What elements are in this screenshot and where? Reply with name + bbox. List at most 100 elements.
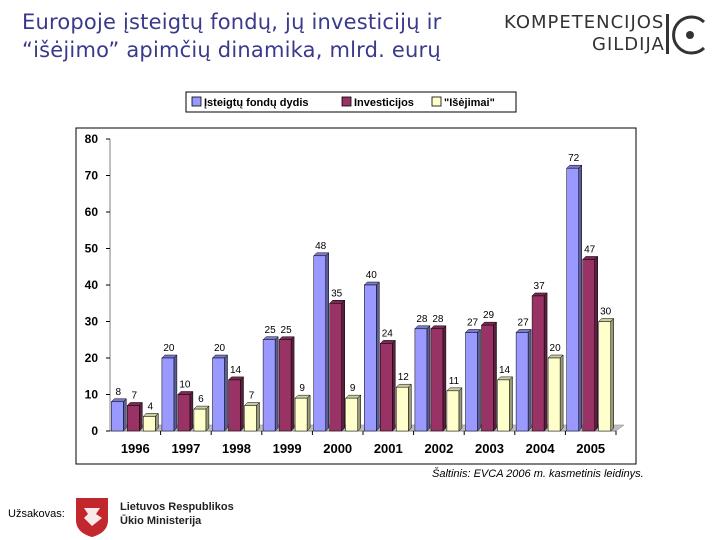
bar-top (211, 354, 229, 359)
x-tick-label: 2001 (374, 441, 403, 456)
y-tick-label: 10 (85, 388, 99, 402)
legend-swatch (431, 96, 442, 107)
x-tick-label: 1998 (222, 441, 251, 456)
legend-label: Įsteigtų fondų dydis (204, 97, 309, 109)
bar-side (509, 376, 513, 432)
data-label: 7 (132, 390, 138, 401)
bar-3 (244, 405, 257, 432)
legend-swatch (341, 96, 352, 107)
x-tick-label: 1997 (171, 441, 200, 456)
data-label: 28 (432, 314, 444, 325)
data-label: 28 (416, 314, 428, 325)
y-tick-label: 0 (91, 424, 98, 438)
bar-top (566, 164, 583, 169)
legend-swatch (191, 96, 202, 107)
bar-top (515, 329, 532, 333)
bar-top (363, 281, 380, 286)
ministry-logo: Lietuvos Respublikos Ūkio Ministerija (72, 496, 234, 537)
bar-side (290, 336, 295, 432)
data-label: 8 (116, 387, 122, 398)
data-label: 24 (382, 328, 394, 339)
bar-side (477, 328, 481, 432)
company-logo: KOMPETENCIJOS GILDIJA IG (504, 10, 714, 66)
bar-3 (345, 397, 358, 432)
data-label: 20 (214, 343, 226, 354)
bar-1 (212, 357, 225, 432)
bar-1 (111, 401, 124, 432)
data-label: 11 (449, 376, 460, 387)
x-tick-label: 2005 (576, 441, 605, 456)
ministry-line-2: Ūkio Ministerija (120, 515, 202, 527)
y-tick-label: 40 (85, 278, 99, 292)
data-label: 40 (366, 270, 378, 281)
coat-of-arms-icon (76, 498, 108, 537)
data-label: 25 (281, 325, 293, 336)
bar-side (274, 336, 279, 432)
data-label: 47 (584, 244, 596, 255)
bar-1 (262, 339, 276, 432)
bar-side (543, 292, 548, 432)
bar-side (139, 401, 143, 432)
bar-side (610, 317, 614, 432)
data-label: 14 (230, 365, 242, 376)
bar-2 (531, 295, 545, 432)
bar-top (598, 318, 615, 322)
bar-top (294, 394, 311, 399)
bar-2 (228, 379, 241, 432)
y-tick-label: 50 (85, 242, 99, 256)
bar-top (227, 376, 245, 381)
ministry-name: Lietuvos Respublikos Ūkio Ministerija (120, 500, 234, 528)
bar-side (224, 354, 228, 432)
bar-top (126, 402, 143, 406)
bar-top (110, 398, 127, 403)
bar-side (123, 398, 127, 432)
bar-3 (396, 386, 409, 432)
data-label: 27 (518, 317, 530, 328)
legend-label: Investicijos (354, 97, 414, 109)
data-label: 27 (467, 317, 479, 328)
bar-side (341, 299, 345, 432)
bar-top (243, 402, 261, 406)
client-label: Užsakovas: (8, 508, 65, 520)
data-label: 37 (534, 281, 546, 292)
y-tick-label: 80 (85, 132, 99, 146)
bar-top (379, 340, 396, 344)
bar-1 (465, 332, 478, 432)
bar-1 (515, 332, 529, 432)
bar-side (578, 164, 582, 432)
data-label: 20 (550, 343, 562, 354)
data-label: 35 (331, 288, 343, 299)
bar-top (582, 256, 599, 260)
data-label: 30 (600, 307, 612, 318)
bar-top (345, 394, 362, 399)
legend-label: "Išėjimai" (444, 97, 495, 109)
data-label: 25 (265, 325, 277, 336)
bar-2 (177, 394, 191, 432)
bar-side (189, 390, 194, 432)
x-tick-label: 2004 (526, 441, 556, 456)
bar-side (240, 376, 244, 432)
bar-side (392, 339, 396, 432)
bar-3 (547, 357, 561, 432)
bar-side (594, 255, 598, 432)
bar-1 (161, 357, 175, 432)
title-line-1: Europoje įsteigtų fondų, jų investicijų … (22, 10, 442, 34)
bar-top (161, 354, 178, 359)
page-title: Europoje įsteigtų fondų, jų investicijų … (22, 8, 492, 64)
bar-top (142, 413, 159, 417)
data-label: 20 (163, 343, 175, 354)
data-label: 6 (198, 394, 204, 405)
data-label: 4 (148, 401, 154, 412)
y-tick-label: 60 (85, 205, 99, 219)
bar-2 (329, 303, 342, 432)
bar-3 (446, 390, 460, 432)
bar-top (329, 300, 346, 304)
bar-top (395, 383, 412, 388)
bar-side (559, 354, 564, 432)
legend: Įsteigtų fondų dydis Investicijos "Išėjima… (185, 91, 517, 113)
bar-top (313, 252, 330, 257)
logo-line-1: KOMPETENCIJOS (504, 12, 665, 33)
data-label: 72 (568, 153, 580, 164)
